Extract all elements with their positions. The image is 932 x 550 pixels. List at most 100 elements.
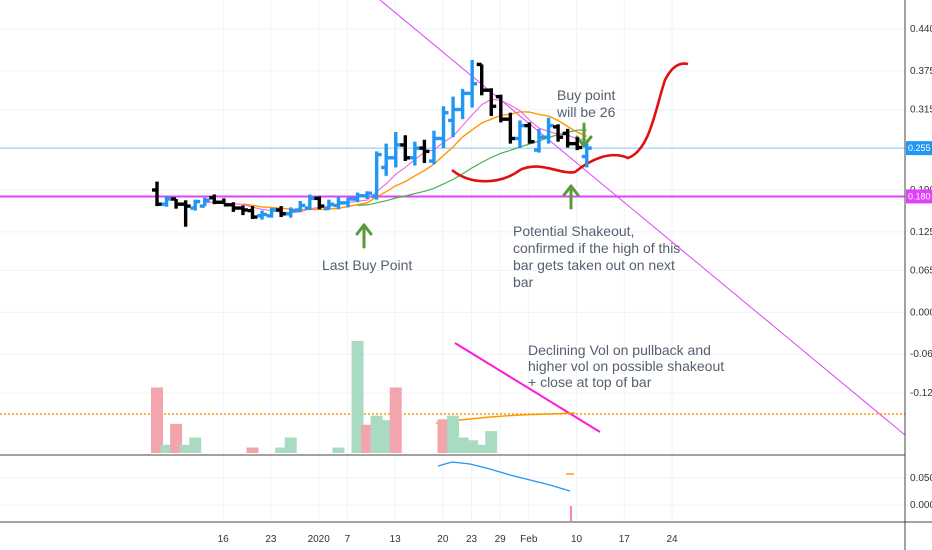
ohlc-bar xyxy=(534,128,544,153)
x-axis-label: 29 xyxy=(495,534,507,545)
ohlc-bar xyxy=(428,130,439,165)
osc-axis-label: 0.000 xyxy=(910,500,932,511)
volume-bar xyxy=(370,415,383,453)
ohlc-bar xyxy=(486,88,497,116)
price-badge xyxy=(906,189,932,204)
price-bars xyxy=(152,59,592,227)
volume-bar xyxy=(189,437,202,453)
ohlc-bar xyxy=(304,194,315,210)
ohlc-bar xyxy=(314,196,325,210)
ohlc-bar xyxy=(237,205,248,216)
ohlc-bar xyxy=(352,192,363,203)
ohlc-bar xyxy=(419,139,430,163)
ohlc-bar xyxy=(152,181,162,207)
ohlc-bar xyxy=(371,151,382,200)
projected-path xyxy=(451,62,689,183)
x-axis-label: 16 xyxy=(218,534,230,545)
x-axis-label: 20 xyxy=(437,534,449,545)
ohlc-bar xyxy=(257,210,268,220)
ohlc-bar xyxy=(562,128,573,148)
price-axis-label: 0.440 xyxy=(910,24,932,35)
volume-bar xyxy=(332,447,345,453)
grid xyxy=(0,28,905,506)
price-badge xyxy=(906,141,932,156)
volume-bar xyxy=(351,341,364,453)
annotation-shakeout-line3: bar gets taken out on next xyxy=(513,257,675,273)
ohlc-bar xyxy=(180,200,191,227)
ohlc-bar xyxy=(409,141,420,166)
trend-line xyxy=(379,0,906,436)
ohlc-bar xyxy=(218,198,229,207)
volume-bar xyxy=(466,440,479,453)
ohlc-bar xyxy=(343,197,353,208)
x-axis-label: 13 xyxy=(390,534,402,545)
x-axis-label: 24 xyxy=(666,534,678,545)
ohlc-bar xyxy=(457,88,468,120)
annotation-buy-point-line1: Buy point xyxy=(557,87,615,103)
ohlc-bar xyxy=(362,191,373,200)
ohlc-bar xyxy=(209,194,220,205)
price-badge-label: 0.180 xyxy=(908,191,931,201)
x-axis-label: 10 xyxy=(571,534,583,545)
ohlc-bar xyxy=(514,120,525,149)
volume-bar xyxy=(284,437,297,453)
x-grid xyxy=(222,0,673,522)
price-axis-label: 0.315 xyxy=(910,105,932,116)
ohlc-bar xyxy=(390,132,401,168)
ohlc-bar xyxy=(199,197,210,208)
volume-bar xyxy=(437,419,450,453)
annotation-shakeout-line2: confirmed if the high of this xyxy=(513,240,680,256)
ohlc-bar xyxy=(276,206,287,218)
ohlc-bar xyxy=(333,197,344,210)
down-arrow-buy-point xyxy=(575,122,593,148)
annotation-volume-line2: higher vol on possible shakeout xyxy=(528,358,724,374)
x-axis-label: 23 xyxy=(466,534,478,545)
volume-bar xyxy=(389,387,402,453)
ohlc-bar xyxy=(228,202,239,212)
x-axis-label: 23 xyxy=(265,534,277,545)
volume-histogram xyxy=(151,341,498,453)
annotations: Last Buy Point Buy point will be 26 Pote… xyxy=(322,87,724,390)
ohlc-bar xyxy=(505,112,516,144)
volume-bar xyxy=(475,444,488,453)
price-axis-label: 0.375 xyxy=(910,66,932,77)
ohlc-bar xyxy=(247,206,258,219)
volume-bar xyxy=(380,420,393,453)
ohlc-bar xyxy=(295,200,306,212)
volume-bar xyxy=(179,444,192,453)
up-arrow-shakeout xyxy=(562,184,580,210)
annotation-volume-line1: Declining Vol on pullback and xyxy=(528,342,711,358)
annotation-shakeout-line4: bar xyxy=(513,274,534,290)
ohlc-bar xyxy=(266,208,277,218)
price-axis-label: -0.125 xyxy=(910,388,932,399)
annotation-volume-line3: + close at top of bar xyxy=(528,374,652,390)
ohlc-bar xyxy=(285,207,296,218)
ohlc-bar xyxy=(171,197,182,209)
volume-bar xyxy=(246,447,259,453)
chart-overlays xyxy=(0,0,906,521)
up-arrow-last-buy xyxy=(355,223,373,249)
price-axis-label: 0.000 xyxy=(910,307,932,318)
moving-average-pink xyxy=(204,98,587,214)
ohlc-bar xyxy=(448,96,459,138)
annotation-shakeout-line1: Potential Shakeout, xyxy=(513,223,634,239)
x-axis-label: 2020 xyxy=(308,534,331,545)
ohlc-bar xyxy=(400,135,411,162)
ohlc-bar xyxy=(323,199,334,211)
ohlc-bar xyxy=(467,59,478,108)
price-axis-label: 0.065 xyxy=(910,266,932,277)
x-axis-label: 7 xyxy=(345,534,351,545)
volume-bar xyxy=(151,387,163,453)
oscillator-line xyxy=(437,461,571,492)
ohlc-bar xyxy=(190,199,201,211)
volume-bar xyxy=(160,444,173,453)
annotation-buy-point-line2: will be 26 xyxy=(556,104,616,120)
x-axis-label: Feb xyxy=(520,534,538,545)
moving-average-green xyxy=(357,129,587,206)
ohlc-bar xyxy=(381,143,392,176)
ohlc-bar xyxy=(476,62,487,96)
volume-bar xyxy=(275,447,288,453)
ohlc-bar xyxy=(524,122,535,144)
ohlc-bar xyxy=(543,117,554,144)
